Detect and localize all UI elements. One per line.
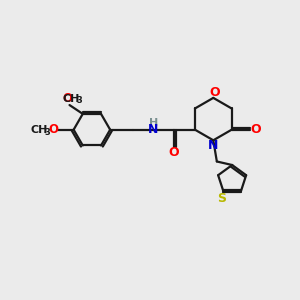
Text: CH: CH	[63, 94, 80, 103]
Text: O: O	[48, 123, 58, 136]
Text: O: O	[250, 123, 260, 136]
Text: CH: CH	[31, 125, 48, 135]
Text: H: H	[149, 118, 158, 128]
Text: 3: 3	[76, 96, 82, 105]
Text: N: N	[208, 139, 218, 152]
Text: O: O	[62, 92, 73, 105]
Text: O: O	[209, 86, 220, 99]
Text: O: O	[168, 146, 179, 159]
Text: 3: 3	[45, 128, 50, 136]
Text: N: N	[148, 123, 159, 136]
Text: S: S	[218, 192, 226, 205]
